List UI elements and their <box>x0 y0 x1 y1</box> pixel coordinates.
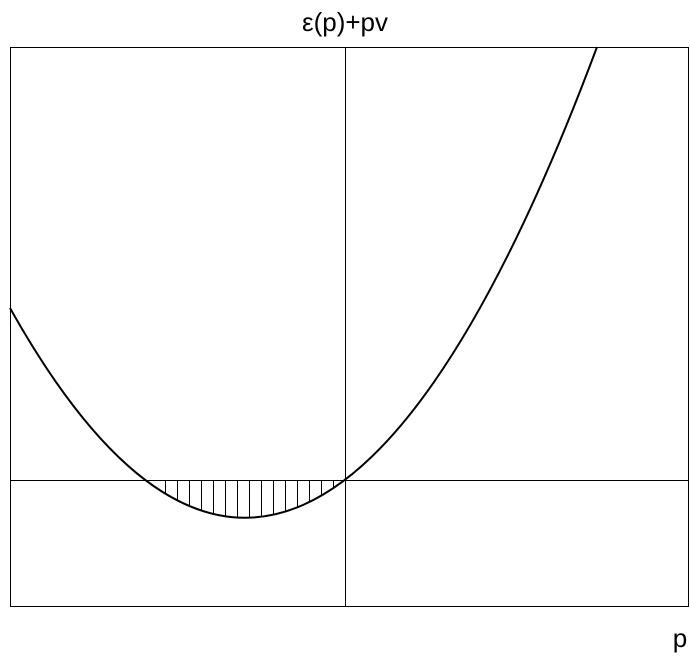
title: ε(p)+pv <box>302 7 388 37</box>
parabola <box>9 46 598 519</box>
hatching <box>165 480 334 518</box>
x-label: p <box>673 623 687 653</box>
frame <box>10 47 689 607</box>
